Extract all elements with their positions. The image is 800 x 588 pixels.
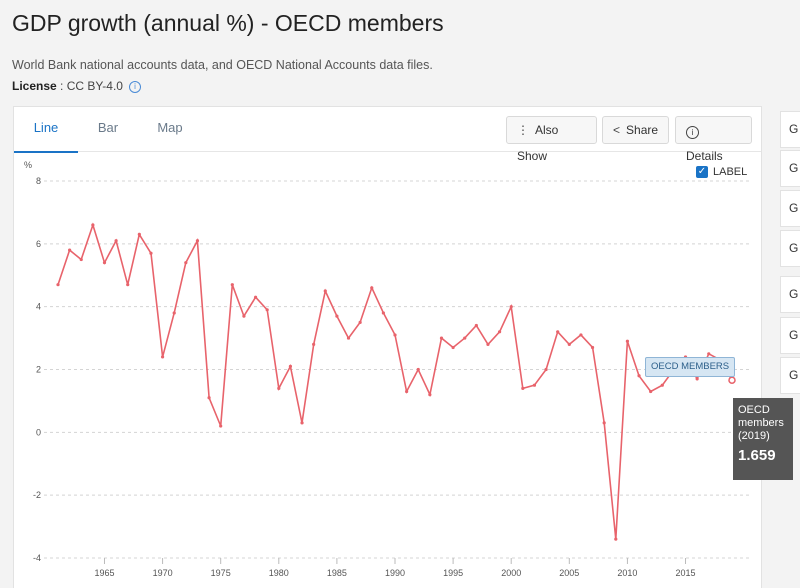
- also-show-label: Also Show: [517, 123, 559, 163]
- tab-map[interactable]: Map: [157, 120, 183, 135]
- data-tooltip: OECD members (2019) 1.659: [733, 398, 793, 480]
- tooltip-year: (2019): [738, 430, 770, 442]
- rail-item[interactable]: G: [780, 190, 800, 227]
- label-toggle[interactable]: ✓ LABEL: [696, 166, 747, 178]
- tab-line[interactable]: Line: [14, 107, 78, 153]
- right-rail: G G G G G G G: [780, 106, 800, 587]
- license-value: : CC BY-4.0: [56, 79, 123, 93]
- rail-item[interactable]: G: [780, 317, 800, 354]
- details-button[interactable]: i Details: [675, 116, 752, 163]
- tooltip-value: 1.659: [738, 447, 776, 464]
- rail-item[interactable]: G: [780, 150, 800, 187]
- tab-bar[interactable]: Bar: [97, 120, 119, 135]
- rail-item[interactable]: G: [780, 230, 800, 267]
- series-end-label: OECD MEMBERS: [645, 357, 736, 377]
- label-toggle-text: LABEL: [713, 166, 748, 178]
- share-label: Share: [626, 123, 659, 137]
- page-subtitle: World Bank national accounts data, and O…: [12, 58, 433, 72]
- tooltip-name-line1: OECD: [738, 404, 770, 416]
- page-title: GDP growth (annual %) - OECD members: [12, 10, 444, 36]
- details-label: Details: [686, 149, 723, 163]
- rail-item[interactable]: G: [780, 111, 800, 148]
- license-key: License: [12, 79, 57, 93]
- info-icon[interactable]: i: [128, 81, 141, 93]
- info-icon: i: [686, 126, 699, 139]
- chart-panel: Line Bar Map ⋮ Also Show < Share iDetails …: [13, 106, 762, 588]
- also-show-button[interactable]: ⋮ Also Show: [506, 116, 597, 163]
- license-line: License : CC BY-4.0 i: [12, 79, 141, 93]
- share-icon: <: [613, 123, 621, 137]
- tooltip-name-line2: members: [738, 417, 784, 429]
- share-button[interactable]: < Share: [602, 116, 669, 144]
- rail-item[interactable]: G: [780, 276, 800, 313]
- more-vertical-icon: ⋮: [517, 123, 529, 137]
- checkbox-checked-icon[interactable]: ✓: [696, 166, 708, 178]
- rail-item[interactable]: G: [780, 357, 800, 394]
- chart-tabs: Line Bar Map ⋮ Also Show < Share i Details: [14, 107, 761, 163]
